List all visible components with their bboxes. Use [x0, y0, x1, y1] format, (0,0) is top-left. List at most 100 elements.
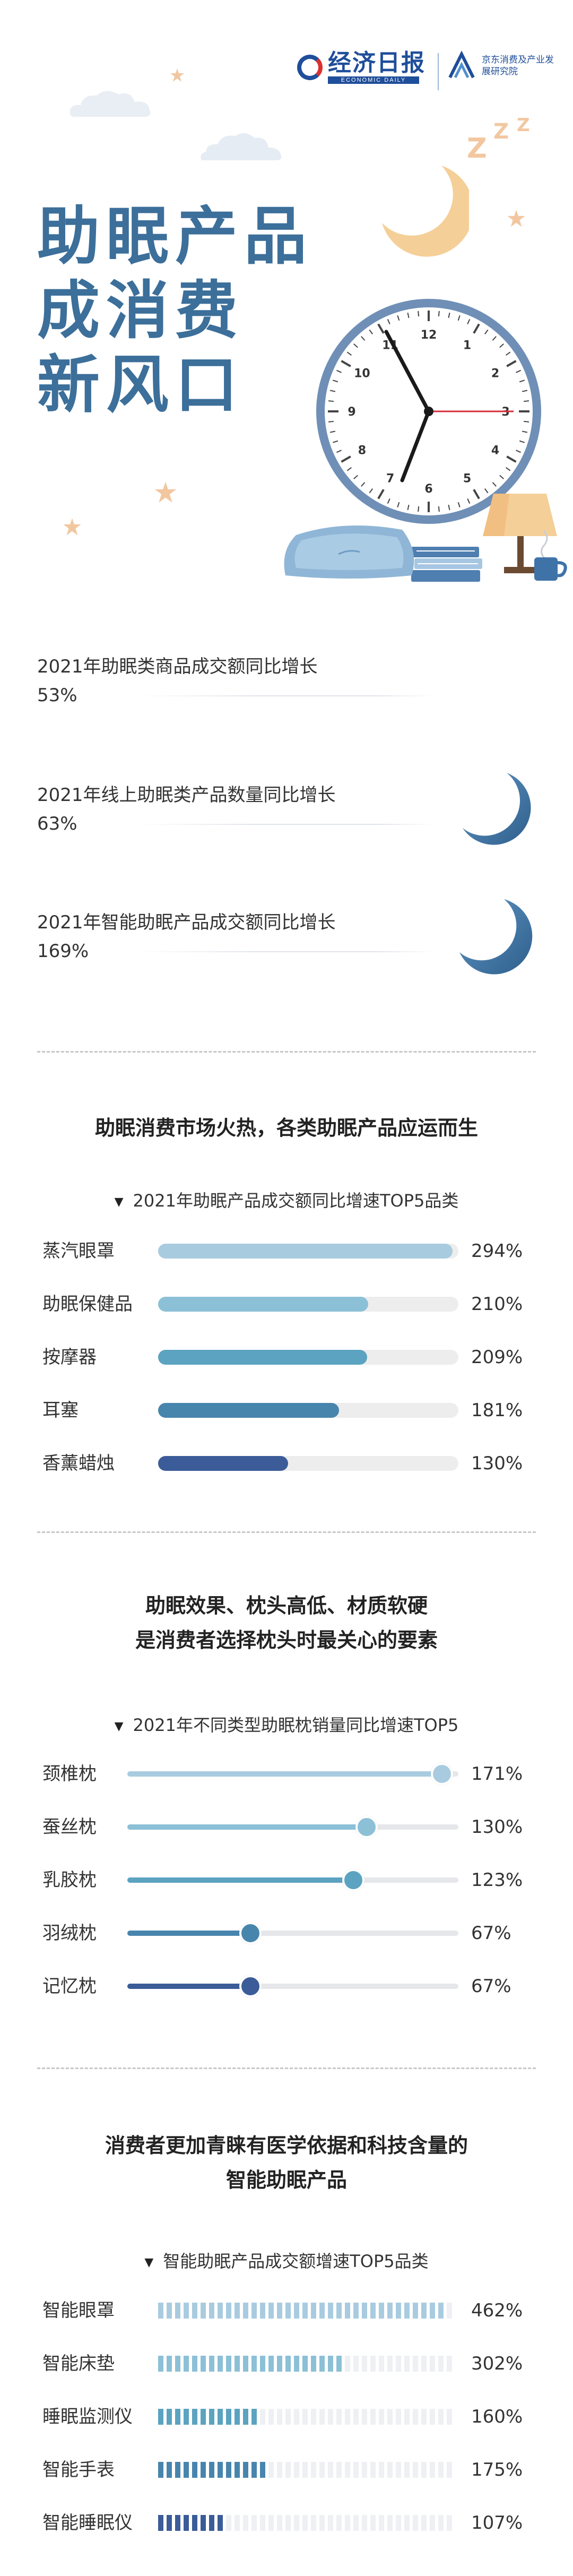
- bar: [158, 1456, 289, 1471]
- hero-banner: 经济日报 ECONOMIC DAILY 京东消费及产业发展研究院 Z Z Z 助…: [0, 0, 573, 584]
- clock-tick: [523, 420, 529, 423]
- bar-segment: [167, 2515, 172, 2531]
- bar-segment: [311, 2356, 316, 2372]
- bar-segment: [218, 2515, 223, 2531]
- bar-track: [158, 1244, 458, 1259]
- bar-segment: [158, 2356, 163, 2372]
- bar-segment-empty: [379, 2515, 384, 2531]
- dashed-divider: [37, 1531, 536, 1533]
- clock-tick: [377, 323, 385, 334]
- bar-segment-empty: [430, 2515, 435, 2531]
- bar-segment-empty: [268, 2409, 274, 2425]
- bar-track: [127, 1922, 458, 1944]
- bar-value-label: 209%: [471, 1347, 523, 1368]
- bar-segment: [226, 2356, 231, 2372]
- bar-segment-empty: [328, 2462, 333, 2478]
- section-2-chart-title-text: 2021年不同类型助眠枕销量同比增速TOP5: [133, 1715, 459, 1735]
- star-icon: [507, 210, 525, 227]
- stat-value: 63%: [37, 813, 77, 834]
- bar-track: [158, 2303, 458, 2319]
- clock-tick: [369, 329, 374, 334]
- bar-segment: [175, 2462, 180, 2478]
- triangle-down-icon: ▼: [144, 2255, 154, 2269]
- bar-segment: [218, 2462, 223, 2478]
- bar-segment: [201, 2462, 206, 2478]
- clock-tick: [492, 482, 497, 487]
- bar-track: [127, 1763, 458, 1785]
- bar-track: [158, 1297, 458, 1312]
- crescent-moon-icon: [467, 647, 524, 711]
- bar-segment-empty: [370, 2515, 376, 2531]
- star-icon: [170, 68, 184, 82]
- bar-segment-empty: [413, 2356, 418, 2372]
- bar-track: [127, 1869, 458, 1891]
- clock-icon: 121234567891011: [316, 299, 541, 524]
- bar-segment-empty: [379, 2409, 384, 2425]
- section-1-title: 助眠消费市场火热，各类助眠产品应运而生: [94, 1116, 478, 1140]
- bar-segment-empty: [396, 2515, 401, 2531]
- bar-segment-empty: [370, 2356, 376, 2372]
- bar-knob: [430, 1763, 453, 1785]
- clock-number: 9: [348, 406, 355, 419]
- bar-segment: [226, 2303, 231, 2319]
- bar-segment-empty: [396, 2356, 401, 2372]
- clock-tick: [519, 440, 525, 443]
- bar-segment-empty: [277, 2515, 282, 2531]
- bar-segment-empty: [319, 2515, 325, 2531]
- bar-segment-empty: [438, 2462, 444, 2478]
- bar-segment: [404, 2303, 410, 2319]
- clock-tick: [336, 369, 342, 373]
- bar-segment: [345, 2303, 350, 2319]
- bar-segment-empty: [404, 2356, 410, 2372]
- bar: [158, 1403, 340, 1418]
- bar-segment: [167, 2409, 172, 2425]
- bar-track: [158, 2515, 458, 2531]
- bar-segment-empty: [353, 2409, 359, 2425]
- bar-segment-empty: [404, 2462, 410, 2478]
- bar-segment: [251, 2462, 257, 2478]
- bar-category-label: 蚕丝枕: [42, 1816, 97, 1838]
- bar-track: [158, 1350, 458, 1365]
- bar-segment-empty: [362, 2462, 367, 2478]
- clock-number: 1: [463, 339, 471, 352]
- bar-segment: [226, 2462, 231, 2478]
- bar-segment: [167, 2356, 172, 2372]
- bar-segment-empty: [353, 2462, 359, 2478]
- bar-value-label: 210%: [471, 1294, 523, 1315]
- bar-segment: [251, 2409, 257, 2425]
- bar-segment: [235, 2303, 240, 2319]
- bar-category-label: 智能手表: [42, 2459, 115, 2480]
- bar-track: [127, 1975, 458, 1997]
- bar-knob: [355, 1816, 378, 1838]
- clock-tick: [473, 323, 480, 334]
- economic-daily-logo: 经济日报 ECONOMIC DAILY: [297, 51, 426, 84]
- bar-segment: [218, 2356, 223, 2372]
- bar-segment-empty: [413, 2462, 418, 2478]
- bar-segment: [362, 2303, 367, 2319]
- clock-tick: [341, 455, 351, 463]
- bar-segment-empty: [387, 2409, 393, 2425]
- bar: [127, 1824, 367, 1830]
- bar-category-label: 颈椎枕: [42, 1763, 97, 1785]
- stat-value: 53%: [37, 685, 77, 706]
- bar-segment-empty: [285, 2462, 291, 2478]
- bar-value-label: 67%: [471, 1923, 511, 1944]
- bar-segment: [430, 2303, 435, 2319]
- hero-title-line-3: 新风口: [37, 348, 245, 421]
- clock-tick: [353, 475, 358, 479]
- bar-track: [158, 1456, 458, 1471]
- bar-value-label: 107%: [471, 2512, 523, 2534]
- bar-segment: [218, 2303, 223, 2319]
- bar-value-label: 302%: [471, 2353, 523, 2374]
- clock-number: 7: [386, 472, 394, 486]
- bar-segment: [285, 2356, 291, 2372]
- bar-segment-empty: [430, 2409, 435, 2425]
- crescent-moon-icon: [463, 773, 531, 845]
- bar-segment: [158, 2303, 163, 2319]
- bar-segment-empty: [353, 2356, 359, 2372]
- bar-segment: [319, 2356, 325, 2372]
- bar-segment-empty: [387, 2356, 393, 2372]
- bar-segment-empty: [345, 2409, 350, 2425]
- pillow-icon: [284, 525, 414, 579]
- bar-category-label: 乳胶枕: [42, 1869, 97, 1891]
